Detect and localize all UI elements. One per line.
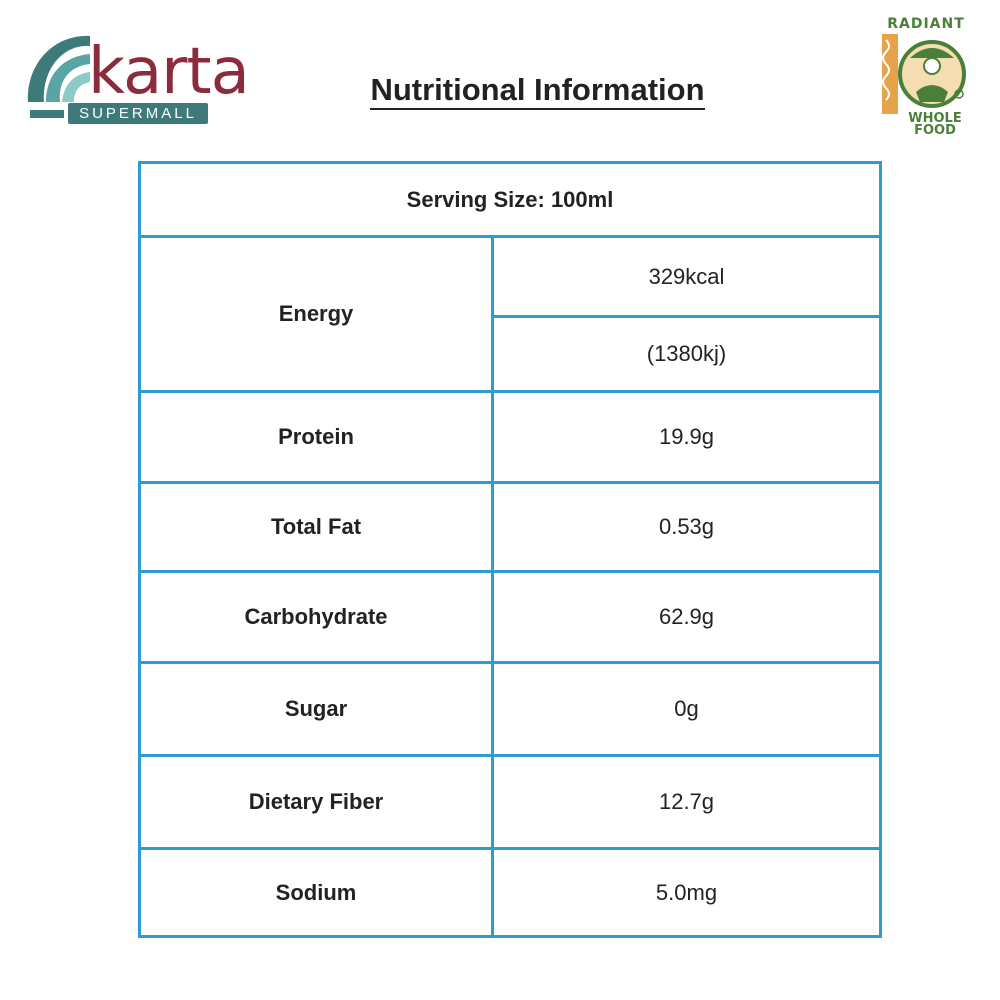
energy-kj-value: (1380kj) (646, 341, 727, 366)
serving-size: Serving Size: 100ml (406, 186, 614, 212)
dietary-fiber-label: Dietary Fiber (248, 789, 384, 814)
sugar-label: Sugar (284, 696, 348, 721)
energy-label: Energy (278, 301, 354, 326)
radiant-whole-food-logo: RADIANT WHOLE FOOD (880, 16, 972, 140)
radiant-brand-text: RADIANT (887, 16, 965, 32)
sodium-label: Sodium (275, 879, 357, 905)
whole-text: WHOLE (908, 111, 962, 126)
protein-value: 19.9g (658, 424, 715, 449)
sodium-value: 5.0mg (655, 879, 718, 905)
total-fat-label: Total Fat (270, 514, 362, 539)
total-fat-value: 0.53g (658, 514, 715, 539)
row-divider (141, 481, 879, 484)
row-divider (141, 390, 879, 393)
energy-kcal-value: 329kcal (648, 263, 725, 289)
row-divider (141, 235, 879, 238)
farmer-illustration-icon (882, 34, 966, 114)
row-divider (141, 570, 879, 573)
dietary-fiber-value: 12.7g (658, 789, 715, 814)
carbohydrate-label: Carbohydrate (244, 604, 388, 629)
karta-brand-text: karta (88, 35, 250, 109)
column-divider (491, 238, 494, 935)
row-divider (141, 661, 879, 664)
row-divider (494, 315, 879, 318)
row-divider (141, 847, 879, 850)
nutrition-table: Serving Size: 100ml Energy 329kcal (1380… (138, 161, 882, 938)
supermall-tagline: SUPERMALL (68, 103, 208, 124)
page-title-text: Nutritional Information (370, 72, 705, 110)
wave-icon (27, 35, 90, 118)
sugar-value: 0g (674, 696, 699, 721)
karta-supermall-logo: karta SUPERMALL (24, 24, 250, 134)
protein-label: Protein (278, 424, 354, 449)
page-title: Nutritional Information (0, 72, 1000, 110)
carbohydrate-value: 62.9g (658, 604, 715, 629)
food-text: FOOD (914, 123, 956, 138)
row-divider (141, 754, 879, 757)
